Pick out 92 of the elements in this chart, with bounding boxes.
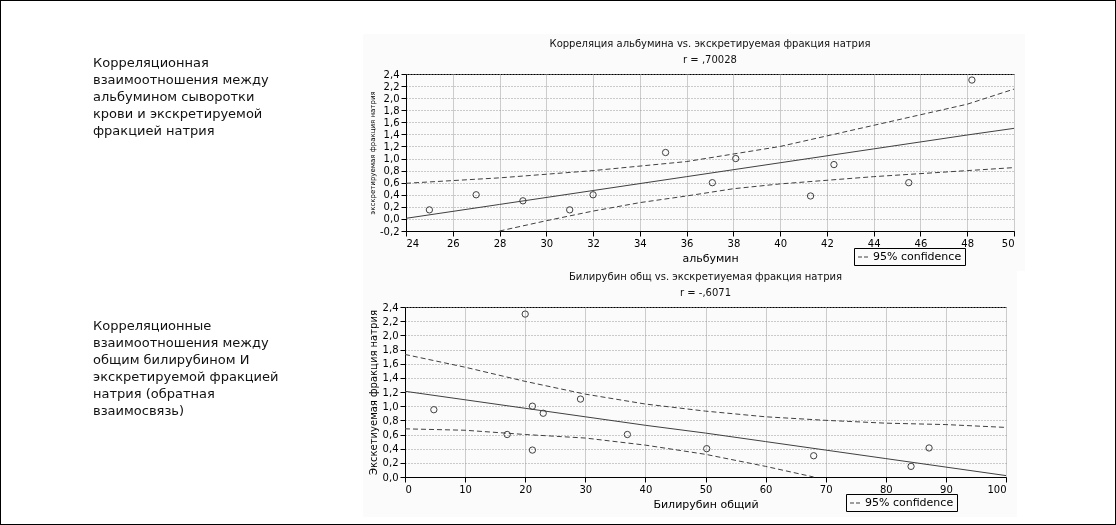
y-tick-label: 0,6: [382, 429, 399, 440]
x-tick-label: 50: [699, 483, 713, 495]
x-tick-label: 28: [493, 237, 507, 249]
x-tick-label: 38: [727, 237, 741, 249]
y-tick-label: 0,0: [383, 213, 400, 225]
x-tick-label: 40: [639, 483, 653, 495]
x-tick-label: 100: [987, 483, 1007, 495]
point: [576, 395, 585, 403]
x-tick-label: 36: [680, 237, 694, 249]
chart-title: Корреляция альбумина vs. экскретируемая фракция натрия: [549, 38, 871, 49]
x-tick-label: 24: [406, 237, 420, 249]
y-axis-title: Экскетиуемая фракция натрия: [367, 310, 379, 475]
point: [519, 197, 527, 205]
y-tick-label: 2,4: [383, 68, 400, 80]
chart-subtitle: r = -,6071: [679, 287, 732, 298]
point: [503, 430, 511, 439]
x-tick-label: 40: [774, 237, 788, 249]
x-tick-label: 50: [1001, 237, 1015, 249]
y-tick-label: 1,6: [383, 116, 400, 128]
y-tick-label: 1,4: [383, 128, 400, 140]
line-series: [499, 167, 1015, 232]
point: [732, 154, 740, 163]
x-tick-label: 30: [540, 237, 554, 249]
y-tick-label: 2,0: [383, 92, 400, 104]
line-series: [404, 428, 815, 478]
point: [708, 179, 716, 187]
y-tick-label: 0,8: [383, 165, 400, 177]
point: [425, 206, 434, 214]
y-tick-label: 1,8: [383, 104, 400, 116]
y-tick-label: -0,2: [379, 225, 400, 237]
y-tick-label: 1,6: [382, 358, 399, 370]
x-tick-label: 20: [519, 483, 533, 495]
point: [907, 462, 915, 471]
point: [661, 148, 670, 157]
text: Корреляционные взаимоотношения между общим билирубином И экскретируемой фракцией натрия (обратная взаимосвязь): [93, 317, 280, 419]
point: [623, 430, 632, 439]
x-tick-label: 10: [459, 483, 472, 495]
y-tick-label: 1,2: [383, 140, 400, 152]
text: Корреляционная взаимоотношения между альбумином сыворотки крови и экскретируемой фракцией натрия: [93, 54, 270, 139]
point: [905, 179, 913, 187]
x-tick-label: 34: [633, 237, 647, 249]
y-tick-label: 0,0: [382, 471, 399, 483]
chart-title: Билирубин общ vs. экскретиуемая фракция натрия: [568, 271, 843, 282]
y-tick-label: 1,2: [382, 386, 399, 398]
y-tick-label: 0,2: [382, 457, 399, 469]
line-series: [404, 353, 1007, 428]
x-tick-label: 48: [961, 237, 975, 249]
x-tick-label: 26: [446, 237, 460, 249]
point: [566, 206, 574, 214]
x-tick-label: 0: [405, 483, 412, 495]
point: [430, 406, 438, 414]
x-tick-label: 30: [579, 483, 593, 495]
point: [830, 160, 838, 169]
chart-subtitle: r = ,70028: [683, 54, 737, 65]
legend-label: 95% confidence: [865, 496, 954, 509]
line-series: [405, 88, 1015, 184]
point: [968, 76, 976, 84]
legend-label: 95% confidence: [873, 250, 962, 263]
y-tick-label: 0,6: [383, 177, 400, 189]
point: [589, 191, 597, 199]
point: [539, 409, 547, 417]
x-tick-label: 60: [759, 483, 773, 495]
y-tick-label: 2,0: [382, 329, 399, 341]
point: [521, 310, 529, 318]
y-tick-label: 0,2: [383, 201, 400, 213]
point: [472, 191, 480, 199]
point: [925, 444, 933, 452]
x-axis-title: Билирубин общий: [653, 497, 759, 511]
y-tick-label: 1,4: [382, 372, 399, 384]
x-tick-label: 42: [821, 237, 834, 249]
x-tick-label: 32: [587, 237, 600, 249]
point: [528, 402, 537, 410]
x-tick-label: 44: [867, 237, 881, 249]
y-tick-label: 0,8: [382, 414, 399, 426]
y-tick-label: 0,4: [382, 443, 399, 455]
y-tick-label: 1,0: [383, 153, 400, 165]
x-tick-label: 80: [879, 483, 893, 495]
y-tick-label: 2,2: [383, 80, 400, 92]
y-tick-label: 0,4: [383, 189, 400, 201]
x-tick-label: 90: [940, 483, 953, 495]
point: [703, 445, 711, 453]
point: [806, 192, 815, 200]
y-tick-label: 1,8: [382, 344, 399, 355]
x-tick-label: 46: [914, 237, 928, 249]
point: [528, 446, 537, 454]
x-tick-label: 70: [819, 483, 833, 495]
x-axis-title: альбумин: [682, 251, 739, 265]
point: [810, 452, 818, 460]
y-tick-label: 2,2: [382, 315, 399, 327]
line-series: [405, 127, 1015, 219]
y-tick-label: 2,4: [382, 301, 399, 313]
y-tick-label: 1,0: [382, 400, 399, 412]
